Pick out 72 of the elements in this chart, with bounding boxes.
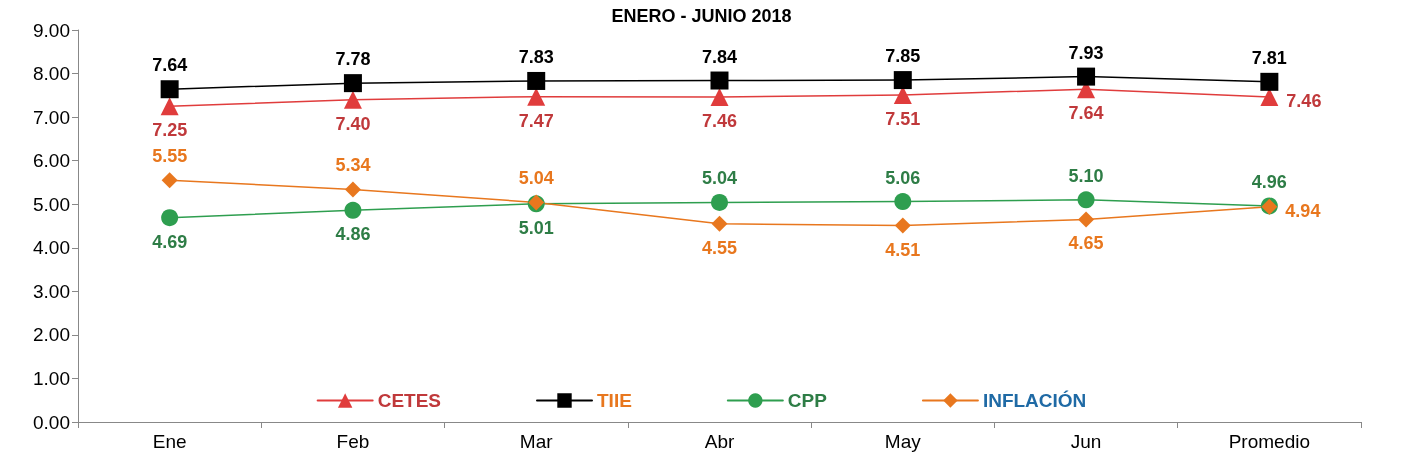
- y-tick-label: 8.00: [33, 63, 70, 85]
- point: [1078, 211, 1095, 228]
- point: [343, 74, 362, 93]
- x-tick-label: Abr: [704, 431, 735, 452]
- y-tick-label: 2.00: [33, 324, 70, 346]
- y-tick-label: 1.00: [33, 367, 70, 389]
- x-tick-label: Feb: [336, 431, 370, 452]
- x-tick-label: May: [884, 431, 922, 452]
- x-tick-label: Mar: [519, 431, 554, 452]
- point: [710, 88, 729, 107]
- data-label: 4.51: [885, 239, 921, 260]
- data-label: 5.04: [518, 168, 554, 189]
- point: [1260, 72, 1279, 91]
- point: [161, 209, 179, 227]
- data-label: 7.93: [1068, 42, 1104, 63]
- data-label: 5.10: [1068, 165, 1104, 186]
- data-label: 7.25: [152, 120, 188, 141]
- y-tick-label: 7.00: [33, 106, 70, 128]
- data-label: 7.47: [518, 110, 554, 131]
- data-label: 7.64: [152, 55, 188, 76]
- data-label: 7.51: [885, 108, 921, 129]
- data-label: 7.85: [885, 46, 921, 67]
- data-label: 5.01: [518, 217, 554, 238]
- data-label: 4.94: [1285, 200, 1321, 221]
- data-label: 7.46: [1286, 91, 1322, 112]
- x-tick-label: Ene: [152, 431, 187, 452]
- data-label: 4.86: [335, 224, 371, 245]
- data-label: 7.40: [335, 113, 371, 134]
- y-tick-label: 0.00: [33, 411, 70, 433]
- point: [894, 217, 911, 234]
- point: [527, 87, 546, 106]
- chart-title: ENERO - JUNIO 2018: [611, 6, 792, 26]
- point: [160, 97, 179, 116]
- legend-label: TIIE: [597, 390, 632, 411]
- data-label: 7.81: [1251, 47, 1287, 68]
- y-tick-label: 6.00: [33, 150, 70, 172]
- y-tick-label: 3.00: [33, 280, 70, 302]
- x-tick-label: Promedio: [1228, 431, 1311, 452]
- x-tick-label: Jun: [1070, 431, 1102, 452]
- point: [710, 71, 729, 90]
- point: [711, 193, 728, 211]
- data-label: 5.34: [335, 155, 371, 176]
- point: [160, 80, 179, 99]
- data-label: 7.78: [335, 49, 371, 70]
- data-label: 4.69: [152, 231, 188, 252]
- data-label: 7.64: [1068, 103, 1104, 124]
- legend-label: INFLACIÓN: [982, 390, 1087, 411]
- legend-label: CETES: [377, 390, 442, 411]
- point: [527, 71, 546, 90]
- point: [1077, 191, 1095, 209]
- data-label: 5.04: [701, 168, 738, 189]
- data-label: 7.84: [701, 46, 738, 67]
- data-label: 5.55: [152, 146, 188, 167]
- legend-label: CPP: [787, 390, 828, 411]
- data-label: 4.55: [701, 237, 738, 258]
- point: [1260, 88, 1279, 107]
- point: [1077, 67, 1096, 86]
- point: [711, 215, 728, 232]
- point: [344, 201, 362, 219]
- point: [161, 172, 178, 189]
- y-tick-label: 4.00: [33, 237, 70, 259]
- point: [894, 193, 912, 211]
- y-tick-label: 9.00: [33, 19, 70, 41]
- point: [893, 71, 912, 90]
- data-label: 4.65: [1068, 233, 1104, 254]
- data-label: 5.06: [885, 167, 921, 188]
- point: [344, 181, 361, 198]
- data-label: 7.46: [701, 111, 738, 132]
- point: [343, 90, 362, 109]
- data-label: 4.96: [1251, 171, 1287, 192]
- data-label: 7.83: [518, 46, 554, 67]
- y-tick-label: 5.00: [33, 193, 70, 215]
